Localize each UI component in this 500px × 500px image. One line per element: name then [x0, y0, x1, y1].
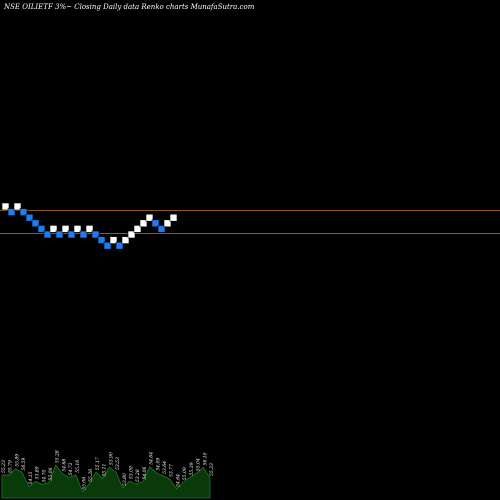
volume-label: 55.28 — [55, 450, 61, 463]
renko-brick-up — [73, 225, 82, 233]
volume-label: 55.06 — [48, 467, 54, 480]
volume-label: 55.06 — [82, 477, 88, 490]
renko-brick-up — [169, 213, 178, 222]
renko-brick-up — [109, 236, 118, 244]
volume-label: 54.72 — [68, 462, 74, 475]
renko-brick-down — [19, 208, 28, 216]
renko-brick-up — [61, 225, 70, 233]
volume-label: 55.79 — [8, 460, 14, 473]
volume-label: 55.09 — [182, 467, 188, 480]
volume-label: 53.28 — [135, 469, 141, 482]
volume-label: 54.09 — [155, 458, 161, 471]
volume-label: 53.90 — [108, 452, 114, 465]
volume-label: 55.04 — [196, 458, 202, 471]
renko-brick-up — [163, 219, 172, 228]
volume-label: 53.89 — [35, 466, 41, 479]
volume-label: 53.64 — [162, 461, 168, 474]
renko-brick-up — [13, 202, 22, 211]
renko-brick-up — [85, 225, 94, 233]
renko-brick-down — [103, 241, 112, 250]
renko-brick-down — [91, 230, 100, 239]
renko-brick-down — [67, 230, 76, 239]
volume-label: 55.23 — [1, 460, 7, 473]
renko-brick-down — [31, 219, 40, 228]
renko-brick-down — [55, 230, 64, 239]
volume-label: 54.06 — [142, 467, 148, 480]
volume-label: 54.64 — [175, 474, 181, 487]
renko-brick-up — [139, 219, 148, 228]
renko-brick-down — [97, 236, 106, 244]
volume-label: 55.39 — [189, 462, 195, 475]
volume-label: 56.59 — [21, 457, 27, 470]
volume-label: 53.09 — [128, 466, 134, 479]
renko-brick-up — [133, 225, 142, 233]
renko-brick-down — [7, 208, 16, 216]
volume-label: 53.80 — [122, 473, 128, 486]
volume-label: 55.11 — [102, 464, 108, 477]
volume-label: 54.15 — [28, 471, 34, 484]
volume-label: 55.89 — [14, 454, 20, 467]
volume-label: 55.26 — [88, 469, 94, 482]
volume-label: 54.70 — [41, 470, 47, 483]
renko-brick-down — [151, 219, 160, 228]
renko-brick-down — [37, 225, 46, 233]
renko-brick-up — [1, 202, 10, 211]
renko-brick-down — [115, 241, 124, 250]
renko-brick-up — [49, 225, 58, 233]
volume-area — [1, 464, 211, 499]
renko-brick-down — [43, 230, 52, 239]
renko-bricks — [1, 202, 178, 250]
renko-brick-up — [145, 213, 154, 222]
volume-label: 55.17 — [95, 457, 101, 470]
volume-label: 53.53 — [115, 457, 121, 470]
volume-label: 55.23 — [209, 463, 215, 476]
renko-brick-up — [121, 236, 130, 244]
renko-brick-up — [127, 230, 136, 239]
volume-label: 54.64 — [149, 452, 155, 465]
renko-brick-down — [157, 225, 166, 233]
volume-label: 56.10 — [202, 452, 208, 465]
renko-brick-down — [79, 230, 88, 239]
volume-label: 55.16 — [75, 460, 81, 473]
volume-label: 53.77 — [169, 464, 175, 477]
volume-label: 54.68 — [61, 459, 67, 472]
renko-brick-down — [25, 213, 34, 222]
chart-title: NSE OILIETF 3%~ Closing Daily data Renko… — [3, 3, 255, 11]
